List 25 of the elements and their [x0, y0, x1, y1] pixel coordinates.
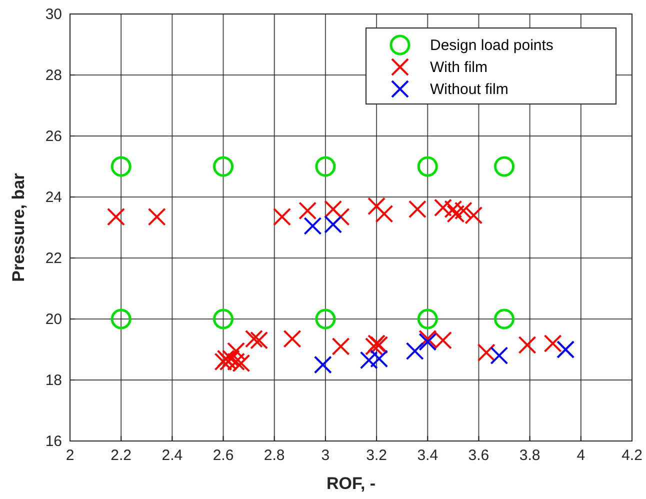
x-tick-label: 2.2	[110, 447, 132, 464]
y-tick-label: 18	[45, 372, 62, 389]
x-tick-label: 3.2	[366, 447, 387, 464]
legend-label: Design load points	[430, 37, 554, 54]
x-tick-label: 2.8	[264, 447, 285, 464]
x-tick-label: 3.4	[417, 447, 438, 464]
y-tick-label: 28	[45, 67, 62, 84]
x-tick-label: 2.6	[212, 447, 234, 464]
x-tick-label: 3.8	[519, 447, 540, 464]
x-tick-label: 4.2	[622, 447, 642, 464]
y-tick-label: 30	[45, 6, 62, 23]
x-tick-label: 4	[576, 447, 586, 464]
y-tick-label: 24	[45, 189, 62, 206]
y-axis-title: Pressure, bar	[9, 172, 28, 282]
x-tick-label: 2.4	[162, 447, 183, 464]
y-tick-label: 26	[45, 128, 62, 145]
legend-label: With film	[430, 59, 488, 76]
x-axis-title: ROF, -	[326, 474, 376, 493]
x-tick-label: 3.6	[468, 447, 490, 464]
y-tick-label: 20	[45, 311, 62, 328]
x-tick-label: 2	[66, 447, 74, 464]
y-tick-label: 22	[45, 250, 62, 267]
legend-label: Without film	[430, 81, 508, 98]
y-tick-label: 16	[45, 433, 62, 450]
x-tick-label: 3	[321, 447, 330, 464]
